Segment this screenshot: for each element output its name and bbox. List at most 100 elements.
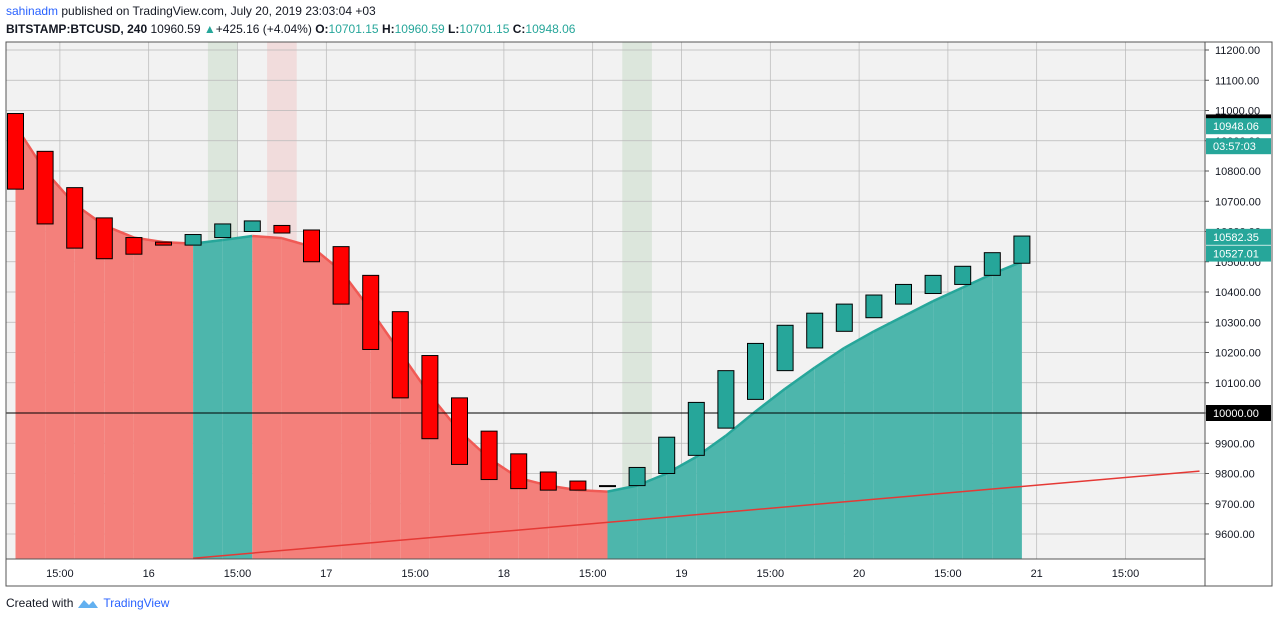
high-label: H: [381,22,395,36]
publish-info: sahinadm published on TradingView.com, J… [6,4,376,18]
x-tick-label: 21 [1031,568,1043,580]
ma-area-up [814,347,845,559]
y-tick-label: 10200.00 [1215,348,1261,360]
price-label-text: 10527.01 [1213,249,1259,261]
candle [924,274,942,295]
ma-line-segment [252,234,282,240]
ma-line-segment [902,299,934,318]
low-label: L: [448,22,460,36]
ma-line-segment [962,272,993,289]
open-value: 10701.15 [328,22,379,36]
candle [7,113,24,190]
tradingview-brand-link[interactable]: TradingView [103,596,170,610]
ma-area-up [785,367,815,559]
trend-line [193,470,1200,559]
ma-area-down [133,237,164,560]
ma-line-segment [607,484,638,493]
created-with-text: Created with [6,596,74,610]
ma-area-up [844,331,874,559]
candle [155,241,172,246]
author-link[interactable]: sahinadm [6,4,59,18]
y-tick-label: 10300.00 [1215,317,1261,329]
x-tick-label: 20 [853,568,865,580]
last-price: 10960.59 [150,22,201,36]
ma-area-down [163,242,194,559]
candle [36,150,54,225]
candle [95,217,113,260]
x-tick-label: 15:00 [1112,568,1140,580]
ma-area-up [873,316,904,559]
candle [332,246,350,305]
candle [658,436,676,475]
y-tick-label: 10700.00 [1215,196,1261,208]
price-label-text: 10582.35 [1213,232,1259,244]
y-tick-label: 10100.00 [1215,378,1261,390]
ma-area-down [577,490,608,559]
y-tick-label: 10800.00 [1215,166,1261,178]
x-tick-label: 18 [498,568,510,580]
candle [895,283,912,305]
candle [243,220,261,233]
ma-area-down [252,236,282,559]
ma-area-down [74,204,105,559]
x-tick-label: 16 [143,568,155,580]
ma-area-down [518,478,549,559]
x-tick-label: 15:00 [579,568,607,580]
ma-line-segment [843,330,875,350]
price-label-text: 10000.00 [1213,408,1259,420]
candle [451,397,468,465]
ma-line-segment [814,346,845,369]
open-label: O: [315,22,329,36]
price-label-box [1206,405,1271,421]
price-label-box [1206,245,1271,262]
symbol-label: BITSTAMP:BTCUSD, 240 [6,22,148,36]
ma-area-up [903,301,934,559]
ma-area-up [607,485,638,559]
candle [806,312,824,349]
ma-area-down [548,485,578,559]
ma-area-up [637,473,667,559]
candle [480,430,498,481]
candle [687,401,705,456]
y-tick-label: 9700.00 [1215,499,1255,511]
ma-area-down [104,225,134,559]
tradingview-logo-icon [78,600,99,608]
candle [954,265,972,285]
y-tick-label: 9600.00 [1215,529,1255,541]
ma-area-up [755,388,786,559]
x-tick-label: 17 [320,568,332,580]
y-tick-label: 9900.00 [1215,438,1255,450]
ma-area-up [725,411,756,559]
ma-area-down [311,246,342,559]
ma-line-segment [784,366,816,390]
high-value: 10960.59 [394,22,445,36]
close-value: 10948.06 [525,22,576,36]
ma-area-up [222,236,253,559]
y-tick-label: 9800.00 [1215,469,1255,481]
ma-area-down [45,171,75,559]
x-tick-label: 15:00 [46,568,74,580]
y-tick-label: 11200.00 [1215,45,1260,57]
x-tick-label: 15:00 [757,568,785,580]
candle [125,237,143,255]
candle [835,303,853,332]
candle [1013,235,1031,264]
ma-area-down [15,125,46,559]
price-label-box [1206,138,1271,155]
price-label-box [1206,228,1271,245]
x-tick-label: 15:00 [401,568,429,580]
price-change: +425.16 (+4.04%) [215,22,312,36]
candle [628,466,646,487]
up-triangle-icon: ▲ [203,22,216,36]
candle [214,223,232,239]
ma-area-up [666,456,697,559]
price-label-text: 03:57:03 [1213,141,1256,153]
candle [776,324,794,372]
candle [510,453,528,490]
ma-line-segment [932,286,964,303]
candle [273,224,291,234]
ma-area-up [696,435,726,559]
ma-area-up [992,261,1022,559]
candle [747,342,764,400]
